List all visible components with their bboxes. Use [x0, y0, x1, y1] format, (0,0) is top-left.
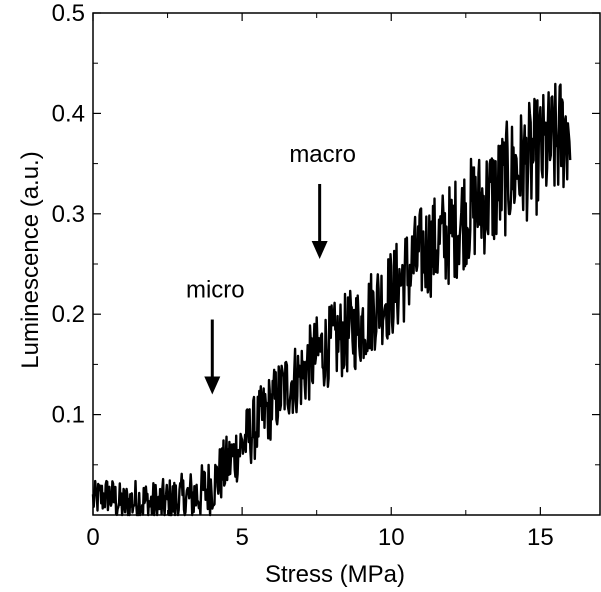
luminescence-series-line: [91, 82, 572, 517]
y-axis-title: Luminescence (a.u.): [17, 151, 44, 368]
annotation-label-macro: macro: [289, 141, 356, 168]
annotation-arrow-head: [204, 376, 221, 395]
y-tick-label: 0.4: [52, 100, 85, 127]
axis-ticks: 0 5 10 15 0.1 0.2 0.3 0.4 0.5: [52, 0, 600, 551]
x-axis-title: Stress (MPa): [265, 561, 405, 588]
x-tick-label: 10: [378, 524, 405, 551]
x-tick-label: 15: [527, 524, 554, 551]
annotation-arrow-head: [311, 240, 328, 259]
series-layer: [91, 82, 572, 517]
x-tick-label: 0: [86, 524, 99, 551]
x-tick-label: 5: [235, 524, 248, 551]
plot-frame: [92, 12, 601, 516]
y-tick-label: 0.3: [52, 201, 85, 228]
y-tick-label: 0.5: [52, 0, 85, 27]
annotations-layer: micro macro: [186, 141, 356, 395]
y-tick-label: 0.2: [52, 301, 85, 328]
y-tick-label: 0.1: [52, 402, 85, 429]
annotation-label-micro: micro: [186, 277, 245, 304]
